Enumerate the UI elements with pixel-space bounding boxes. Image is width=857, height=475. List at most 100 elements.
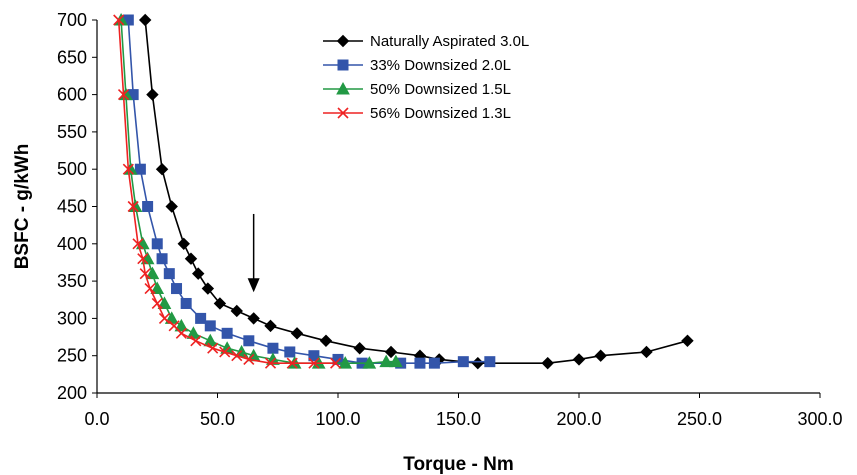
x-tick-label: 150.0 [436, 409, 481, 429]
legend: Naturally Aspirated 3.0L 33% Downsized 2.… [323, 33, 529, 122]
data-point [175, 327, 187, 339]
y-tick-label: 250 [57, 346, 87, 366]
legend-marker [336, 34, 350, 48]
x-tick-label: 300.0 [797, 409, 842, 429]
x-tick-label: 100.0 [315, 409, 360, 429]
data-point [572, 353, 586, 366]
data-point [267, 342, 279, 354]
data-point [137, 253, 149, 265]
x-tick-label: 200.0 [556, 409, 601, 429]
data-point [457, 356, 469, 368]
x-tick-label: 50.0 [200, 409, 235, 429]
series-line [120, 19, 396, 365]
data-point [330, 357, 342, 369]
data-point [151, 238, 163, 250]
data-point [362, 356, 377, 369]
data-point [139, 268, 151, 280]
y-tick-label: 300 [57, 308, 87, 328]
data-point [146, 88, 159, 101]
data-point [122, 163, 134, 175]
x-axis-title: Torque - Nm [403, 454, 513, 475]
data-point [332, 353, 344, 365]
data-point [195, 312, 207, 324]
x-tick-label: 250.0 [677, 409, 722, 429]
data-point [219, 346, 231, 358]
data-point [338, 356, 353, 369]
data-point [290, 327, 304, 340]
data-point [594, 349, 607, 362]
annotation-layer [247, 213, 260, 293]
y-tick-label: 350 [57, 271, 87, 291]
data-point [247, 312, 260, 325]
series-layer [113, 12, 694, 370]
data-point [264, 319, 277, 333]
legend-label: 33% Downsized 2.0L [370, 57, 511, 74]
series-4 [113, 14, 342, 369]
data-point [284, 346, 296, 358]
data-point [384, 345, 398, 359]
data-point [541, 356, 554, 370]
data-point [158, 312, 171, 324]
legend-marker [336, 81, 350, 95]
legend-entry: 33% Downsized 2.0L [323, 57, 511, 74]
data-point [184, 252, 198, 265]
legend-entry: 50% Downsized 1.5L [323, 81, 511, 98]
data-point [264, 357, 277, 369]
x-tick-label: 0.0 [84, 409, 109, 429]
legend-label: 56% Downsized 1.3L [370, 105, 511, 122]
y-tick-label: 200 [57, 383, 87, 403]
data-point [308, 350, 320, 362]
data-point [171, 283, 183, 295]
annotation-arrow [247, 213, 260, 293]
legend-entry: Naturally Aspirated 3.0L [323, 33, 529, 50]
data-point [163, 268, 175, 280]
y-axis-title: BSFC - g/kWh [12, 144, 33, 270]
data-point [134, 163, 146, 175]
data-point [156, 253, 168, 265]
legend-marker [337, 59, 349, 71]
y-tick-label: 500 [57, 159, 87, 179]
data-point [213, 297, 227, 310]
data-point [204, 320, 216, 332]
series-3 [114, 12, 403, 369]
data-point [113, 14, 125, 26]
data-point [117, 89, 130, 101]
data-point [157, 296, 172, 309]
axes: 200 250 300 350 400 450 500 550 600 650 700 0.0 50.0… [57, 10, 843, 429]
data-point [379, 354, 394, 368]
data-point [428, 357, 440, 369]
data-point [203, 333, 218, 347]
legend-marker [337, 107, 349, 119]
data-point [165, 200, 178, 213]
y-tick-label: 550 [57, 122, 87, 142]
data-point [142, 201, 154, 212]
data-point [155, 162, 169, 176]
y-tick-label: 400 [57, 234, 87, 254]
y-tick-label: 650 [57, 47, 87, 67]
data-point [221, 327, 233, 339]
y-tick-label: 700 [57, 10, 87, 30]
data-point [174, 318, 189, 332]
data-point [471, 356, 484, 370]
data-point [151, 297, 163, 310]
data-point [144, 282, 156, 295]
data-point [192, 267, 205, 280]
data-point [207, 342, 219, 354]
y-tick-label: 600 [57, 85, 87, 105]
data-point [145, 266, 160, 280]
legend-label: 50% Downsized 1.5L [370, 81, 511, 98]
data-point [414, 357, 426, 369]
data-point [319, 334, 333, 347]
data-point [231, 350, 243, 362]
data-point [308, 357, 320, 369]
data-point [150, 281, 165, 295]
data-point [681, 334, 694, 347]
legend-entry: 56% Downsized 1.3L [323, 105, 511, 122]
data-point [484, 356, 496, 368]
data-point [640, 345, 653, 359]
data-point [180, 297, 192, 309]
series-2 [122, 14, 496, 369]
data-point [243, 353, 255, 365]
data-point [353, 342, 366, 355]
